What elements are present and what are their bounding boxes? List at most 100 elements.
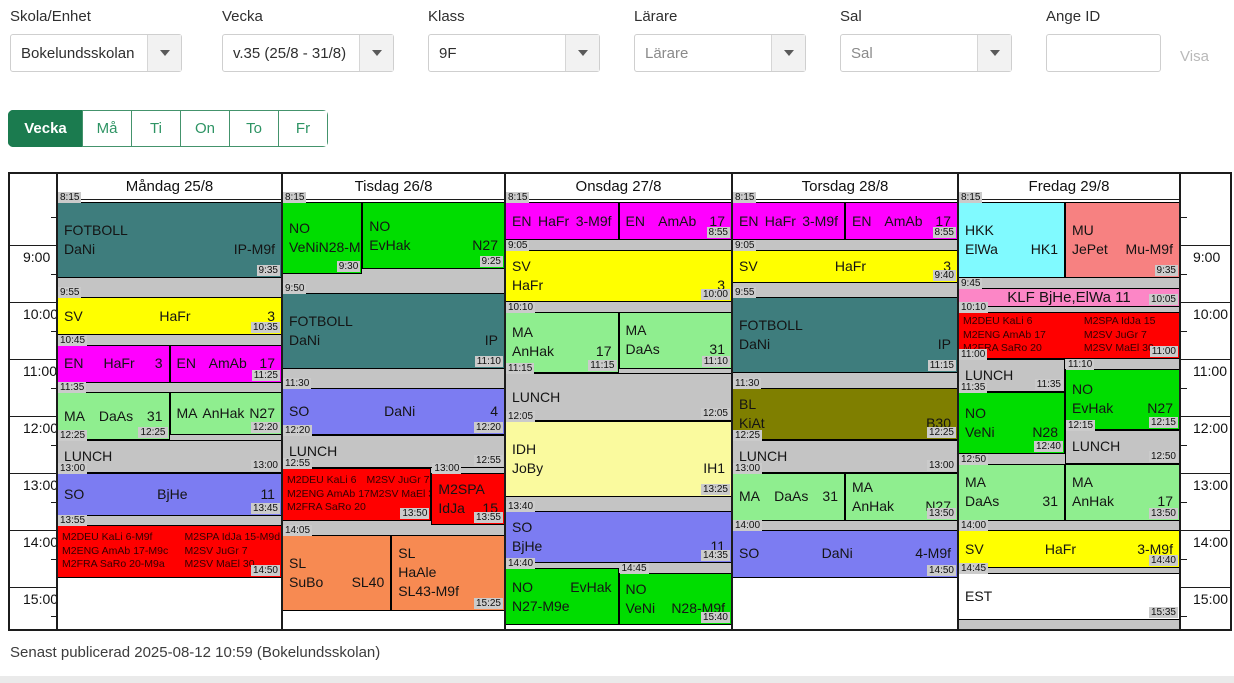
lesson-block[interactable]: MA DaAs 31 12:50 [958, 453, 1065, 521]
lesson-text-row: MA DaAs 31 [739, 487, 838, 506]
school-dropdown-arrow[interactable] [147, 35, 181, 71]
tab-onsdag[interactable]: On [180, 110, 230, 147]
lesson-text-item: N27 [249, 405, 275, 422]
lunch-block[interactable]: LUNCH 12:15 12:50 [1065, 420, 1180, 464]
end-time-label: 10:00 [700, 289, 730, 300]
lesson-block[interactable]: EN HaFr 3-M9f 8:15 [732, 192, 845, 241]
hour-line [1180, 302, 1230, 303]
filter-week: Vecka v.35 (25/8 - 31/8) [222, 8, 394, 72]
lesson-block[interactable]: EN AmAb 17 8:55 [618, 202, 732, 241]
class-dropdown-arrow[interactable] [565, 35, 599, 71]
lesson-block[interactable]: SV HaFr 3 9:05 10:00 [505, 239, 732, 302]
tab-vecka[interactable]: Vecka [8, 110, 83, 147]
lesson-block[interactable]: NO EvHak N27-M9e 14:40 [505, 558, 619, 625]
tab-mandag[interactable]: Må [82, 110, 132, 147]
lesson-block[interactable]: MA AnHak 17 13:50 [1065, 463, 1180, 521]
lunch-block[interactable]: LUNCH 12:20 12:55 [282, 425, 505, 469]
tab-fredag[interactable]: Fr [278, 110, 328, 147]
week-dropdown-arrow[interactable] [359, 35, 393, 71]
week-select[interactable]: v.35 (25/8 - 31/8) [222, 34, 394, 72]
lesson-text-item: AmAb [884, 212, 923, 229]
visa-button[interactable]: Visa [1180, 48, 1209, 65]
lesson-text-row: FOTBOLL [64, 221, 275, 240]
lunch-block[interactable]: LUNCH 11:15 12:05 [505, 363, 732, 421]
lesson-block[interactable]: MA AnHak N27 12:20 [169, 392, 282, 435]
lesson-block[interactable]: MU JePet Mu-M9f 9:35 [1065, 202, 1180, 279]
lesson-block[interactable]: EN HaFr 3-M9f 8:15 [505, 192, 619, 241]
lesson-block[interactable]: MA DaAs 31 11:10 [618, 311, 732, 369]
lesson-block[interactable]: SV HaFr 3-M9f 14:00 14:40 [958, 520, 1180, 568]
lesson-block[interactable]: MA DaAs 31 13:00 [732, 463, 845, 521]
lesson-block[interactable]: NO VeNi N28 11:35 12:40 [958, 382, 1065, 454]
start-time-label: 11:15 [506, 363, 535, 375]
lesson-block[interactable]: NO VeNi N28-M9f 14:45 15:40 [618, 562, 732, 625]
start-time-label: 13:00 [432, 463, 462, 474]
lesson-block[interactable]: HKK ElWa HK1 8:15 [958, 192, 1065, 279]
lesson-text-row: M2DEU KaLi 6 M2SV JuGr 7 [287, 474, 430, 488]
lesson-text: EN AmAb 17 [846, 203, 957, 239]
horizontal-scrollbar[interactable] [0, 676, 1234, 683]
lesson-block[interactable]: M2SPA IdJa 15 13:00 13:55 [431, 463, 505, 526]
lesson-text: LUNCH [506, 374, 731, 420]
lesson-block[interactable]: M2DEU KaLi 6-M9f M2SPA IdJa 15-M9d M2ENG A… [57, 515, 282, 578]
lesson-block[interactable]: SL HaAle SL43-M9f 15:25 [391, 534, 505, 611]
lesson-text-row: MA [512, 323, 612, 342]
lesson-text-item: M2SV JuGr 7 [366, 474, 430, 487]
lesson-block[interactable]: EN HaFr 3 10:45 [57, 334, 170, 383]
start-time-label: 10:10 [959, 301, 989, 313]
start-time-label: 9:05 [733, 239, 757, 251]
lesson-block[interactable]: KLF BjHe,ElWa 11 9:45 10:05 [958, 277, 1180, 307]
lesson-text-item: N27-M9e [512, 597, 570, 614]
lesson-block[interactable]: NO EvHak N27 9:25 [362, 202, 505, 269]
lesson-block[interactable]: MA AnHak N27 13:50 [845, 473, 958, 521]
hour-label-left: 9:00 [23, 249, 51, 265]
class-select[interactable]: 9F [428, 34, 600, 72]
lesson-block[interactable]: NO EvHak N27 11:10 12:15 [1065, 358, 1180, 431]
lesson-block[interactable]: EST 14:45 15:35 [958, 562, 1180, 621]
tab-torsdag[interactable]: To [229, 110, 279, 147]
lesson-block[interactable]: SL SuBo SL40 14:05 [282, 524, 392, 611]
tab-tisdag[interactable]: Ti [131, 110, 181, 147]
lesson-block[interactable]: SO DaNi 4-M9f 14:00 14:50 [732, 520, 958, 578]
lesson-text: FOTBOLL DaNi IP [283, 294, 504, 368]
lesson-block[interactable]: FOTBOLL DaNi IP 9:50 11:10 [282, 282, 505, 369]
lesson-text: M2DEU KaLi 6 M2SPA IdJa 15 M2ENG AmAb 17 M2… [959, 313, 1179, 359]
lesson-block[interactable]: EN AmAb 17 8:55 [845, 202, 958, 241]
day-header: Torsdag 28/8 [732, 174, 958, 200]
chevron-down-icon [577, 50, 588, 56]
room-select[interactable]: Sal [840, 34, 1012, 72]
lunch-block[interactable]: LUNCH 12:25 13:00 [57, 429, 282, 473]
lesson-block[interactable]: M2DEU KaLi 6 M2SV JuGr 7 M2ENG AmAb 17 M2SV… [282, 458, 432, 521]
lesson-block[interactable]: EN AmAb 17 11:25 [169, 344, 282, 383]
lesson-block[interactable]: SO BjHe 11 13:00 13:45 [57, 463, 282, 516]
id-input[interactable] [1046, 34, 1161, 72]
lesson-block[interactable]: IDH JoBy IH1 12:05 13:25 [505, 410, 732, 497]
lesson-text-item: M2FRA SaRo 20 [287, 501, 366, 514]
halfhour-tick [51, 273, 57, 275]
room-dropdown-arrow[interactable] [977, 35, 1011, 71]
end-time-label: 13:00 [926, 460, 956, 471]
lesson-block[interactable]: BL KiAt B30 11:30 12:25 [732, 377, 958, 440]
lesson-block[interactable]: SV HaFr 3 9:05 9:40 [732, 239, 958, 283]
lesson-text-item: EN [512, 212, 532, 229]
lesson-block[interactable]: SO BjHe 11 13:40 14:35 [505, 501, 732, 564]
start-time-label: 8:15 [283, 192, 307, 204]
teacher-select[interactable]: Lärare [634, 34, 806, 72]
lesson-block[interactable]: FOTBOLL DaNi IP 9:55 11:15 [732, 287, 958, 374]
lesson-block[interactable]: SV HaFr 3 9:55 10:35 [57, 287, 282, 336]
lesson-block[interactable]: M2DEU KaLi 6 M2SPA IdJa 15 M2ENG AmAb 17 M2… [958, 301, 1180, 359]
lesson-text-row: KiAt B30 [739, 414, 951, 433]
room-label: Sal [840, 8, 862, 25]
start-time-label: 13:00 [733, 463, 763, 474]
halfhour-tick [51, 330, 57, 332]
lesson-text-row: EN HaFr 3-M9f [739, 212, 838, 231]
lesson-block[interactable]: MA AnHak 17 10:10 11:15 [505, 301, 619, 374]
lesson-text-row: IDH [512, 440, 725, 459]
hour-line [1180, 359, 1230, 360]
lesson-block[interactable]: SO DaNi 4 11:30 12:20 [282, 377, 505, 435]
lesson-block[interactable]: FOTBOLL DaNi IP-M9f 8:15 9:35 [57, 192, 282, 279]
teacher-dropdown-arrow[interactable] [771, 35, 805, 71]
school-select[interactable]: Bokelundsskolan [10, 34, 182, 72]
lunch-block[interactable]: LUNCH 12:25 13:00 [732, 429, 958, 473]
